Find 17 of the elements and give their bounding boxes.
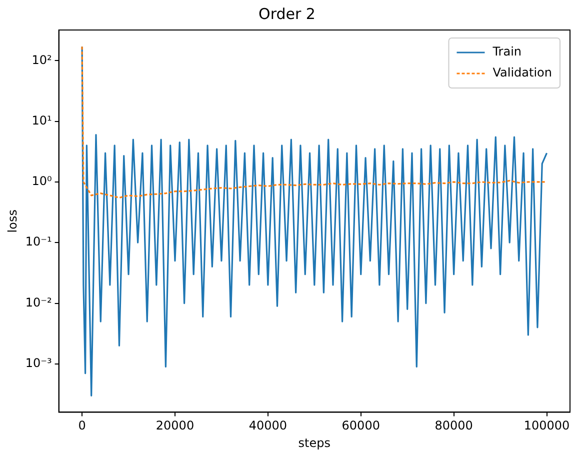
y-tick-label: 10⁻² [25,295,52,310]
chart-title: Order 2 [258,4,316,23]
y-tick-label: 10⁻¹ [25,234,52,249]
x-tick-label: 100000 [524,418,570,433]
x-tick-label: 20000 [156,418,194,433]
x-tick-label: 40000 [248,418,288,433]
legend-label: Validation [492,66,552,80]
y-tick-label: 10⁻³ [25,356,52,370]
y-tick-label: 10⁰ [32,174,52,188]
x-tick-label: 0 [78,418,86,433]
y-tick-label: 10¹ [32,113,52,128]
y-tick-label: 10² [32,52,52,67]
x-axis-title: steps [298,436,331,450]
y-axis-title: loss [5,210,20,233]
x-tick-label: 80000 [434,418,473,433]
x-tick-label: 60000 [342,418,380,433]
legend-label: Train [492,44,522,59]
